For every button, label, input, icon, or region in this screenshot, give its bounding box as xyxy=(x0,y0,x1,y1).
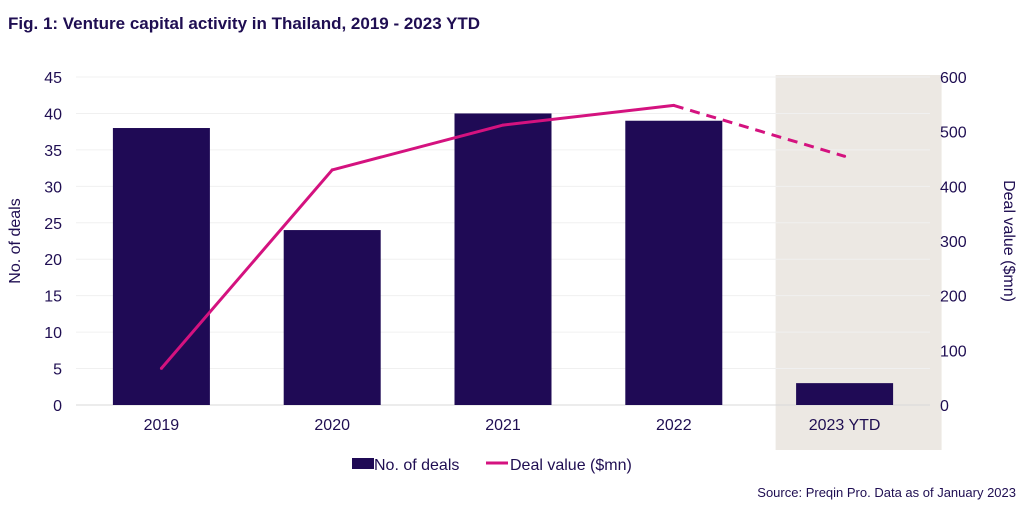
x-tick-label: 2023 YTD xyxy=(809,417,881,434)
deal-value-point-2021 xyxy=(501,123,505,127)
y2-tick-label: 300 xyxy=(940,234,967,251)
y-tick-label: 5 xyxy=(53,362,62,379)
bar-deals-2020 xyxy=(283,230,381,405)
y2-tick-label: 0 xyxy=(940,398,949,415)
y-tick-label: 10 xyxy=(44,325,62,342)
y2-tick-label: 400 xyxy=(940,179,967,196)
y-tick-label: 35 xyxy=(44,143,62,160)
y-tick-label: 0 xyxy=(53,398,62,415)
x-tick-label: 2019 xyxy=(144,417,180,434)
y-tick-label: 40 xyxy=(44,106,62,123)
deal-value-point-2023-ytd xyxy=(843,154,847,158)
chart-title: Fig. 1: Venture capital activity in Thai… xyxy=(8,14,481,33)
legend: No. of deals Deal value ($mn) xyxy=(352,457,632,474)
y-tick-label: 25 xyxy=(44,216,62,233)
bar-deals-2021 xyxy=(454,113,552,405)
y-tick-label: 15 xyxy=(44,289,62,306)
bar-deals-2019 xyxy=(112,128,210,405)
x-tick-label: 2021 xyxy=(485,417,521,434)
y2-tick-label: 600 xyxy=(940,70,967,87)
y-tick-label: 45 xyxy=(44,70,62,87)
legend-label-deals: No. of deals xyxy=(374,457,459,474)
y2-tick-label: 100 xyxy=(940,343,967,360)
y-axis-title: No. of deals xyxy=(7,198,24,283)
deal-value-line xyxy=(160,103,674,370)
deal-value-point-2019 xyxy=(159,366,163,370)
y-tick-label: 20 xyxy=(44,252,62,269)
bar-deals-2023-ytd xyxy=(796,383,894,405)
legend-label-value: Deal value ($mn) xyxy=(510,457,632,474)
source-note: Source: Preqin Pro. Data as of January 2… xyxy=(757,485,1016,500)
y2-axis-title: Deal value ($mn) xyxy=(1000,180,1017,302)
y2-tick-label: 200 xyxy=(940,289,967,306)
x-tick-label: 2022 xyxy=(656,417,692,434)
y-tick-label: 30 xyxy=(44,179,62,196)
y2-tick-label: 500 xyxy=(940,125,967,142)
deal-value-point-2022 xyxy=(672,103,676,107)
bar-deals-2022 xyxy=(625,120,723,405)
deal-value-point-2020 xyxy=(330,168,334,172)
deal-value-line-ytd-dashed xyxy=(673,103,846,158)
legend-bar-swatch xyxy=(352,458,374,469)
x-tick-label: 2020 xyxy=(314,417,350,434)
